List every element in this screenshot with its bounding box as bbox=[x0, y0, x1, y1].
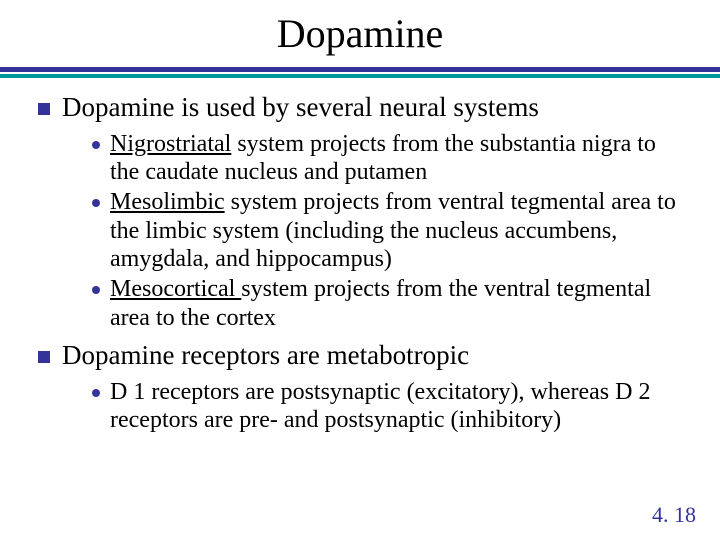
divider-top bbox=[0, 67, 720, 72]
underline-term: Nigrostriatal bbox=[110, 131, 231, 157]
list-item: Dopamine is used by several neural syste… bbox=[38, 92, 682, 124]
sub-list-item: Mesolimbic system projects from ventral … bbox=[92, 188, 682, 273]
sub-list: D 1 receptors are postsynaptic (excitato… bbox=[38, 378, 682, 435]
sub-list-item-text: Nigrostriatal system projects from the s… bbox=[110, 130, 682, 187]
square-bullet-icon bbox=[38, 103, 50, 115]
sub-list-item: Mesocortical system projects from the ve… bbox=[92, 275, 682, 332]
square-bullet-icon bbox=[38, 351, 50, 363]
list-item-text: Dopamine receptors are metabotropic bbox=[62, 340, 469, 372]
dot-bullet-icon bbox=[92, 286, 100, 294]
sub-list-item-text: Mesolimbic system projects from ventral … bbox=[110, 188, 682, 273]
sub-list-item: Nigrostriatal system projects from the s… bbox=[92, 130, 682, 187]
dot-bullet-icon bbox=[92, 389, 100, 397]
sub-list-item-text: D 1 receptors are postsynaptic (excitato… bbox=[110, 378, 682, 435]
underline-term: Mesolimbic bbox=[110, 189, 225, 215]
dot-bullet-icon bbox=[92, 141, 100, 149]
sub-list: Nigrostriatal system projects from the s… bbox=[38, 130, 682, 332]
list-item-text: Dopamine is used by several neural syste… bbox=[62, 92, 539, 124]
slide-number: 4. 18 bbox=[652, 502, 696, 528]
divider bbox=[0, 67, 720, 78]
list-item: Dopamine receptors are metabotropic bbox=[38, 340, 682, 372]
slide-title: Dopamine bbox=[0, 10, 720, 57]
slide: Dopamine Dopamine is used by several neu… bbox=[0, 0, 720, 540]
sub-list-item: D 1 receptors are postsynaptic (excitato… bbox=[92, 378, 682, 435]
content-area: Dopamine is used by several neural syste… bbox=[0, 78, 720, 435]
dot-bullet-icon bbox=[92, 199, 100, 207]
sub-rest: D 1 receptors are postsynaptic (excitato… bbox=[110, 379, 650, 433]
underline-term: Mesocortical bbox=[110, 276, 241, 302]
sub-list-item-text: Mesocortical system projects from the ve… bbox=[110, 275, 682, 332]
